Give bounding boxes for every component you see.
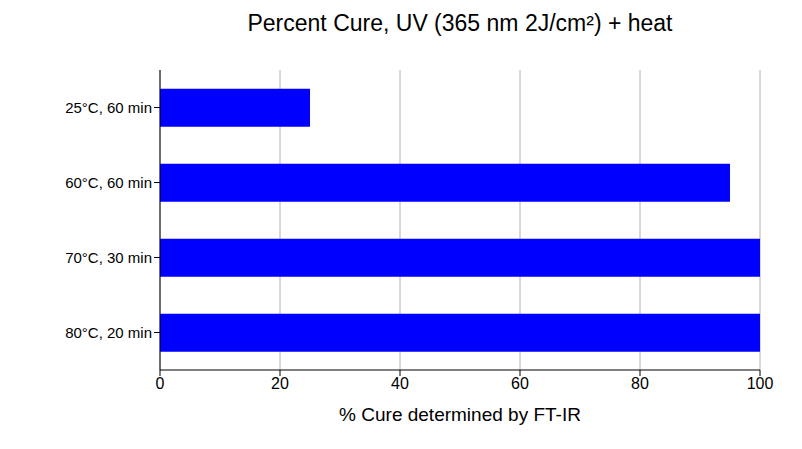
svg-text:20: 20: [271, 375, 289, 392]
svg-text:80°C, 20 min: 80°C, 20 min: [65, 324, 152, 341]
svg-text:100: 100: [747, 375, 774, 392]
svg-text:80: 80: [631, 375, 649, 392]
svg-text:% Cure determined by FT-IR: % Cure determined by FT-IR: [339, 404, 581, 425]
svg-text:0: 0: [156, 375, 165, 392]
svg-text:60°C, 60 min: 60°C, 60 min: [65, 174, 152, 191]
svg-text:40: 40: [391, 375, 409, 392]
svg-text:60: 60: [511, 375, 529, 392]
svg-text:25°C, 60 min: 25°C, 60 min: [65, 99, 152, 116]
svg-text:70°C, 30 min: 70°C, 30 min: [65, 249, 152, 266]
html-text:Percent Cure, UV (365 nm 2J/cm: Percent Cure, UV (365 nm 2J/cm²) + heat: [247, 10, 673, 36]
